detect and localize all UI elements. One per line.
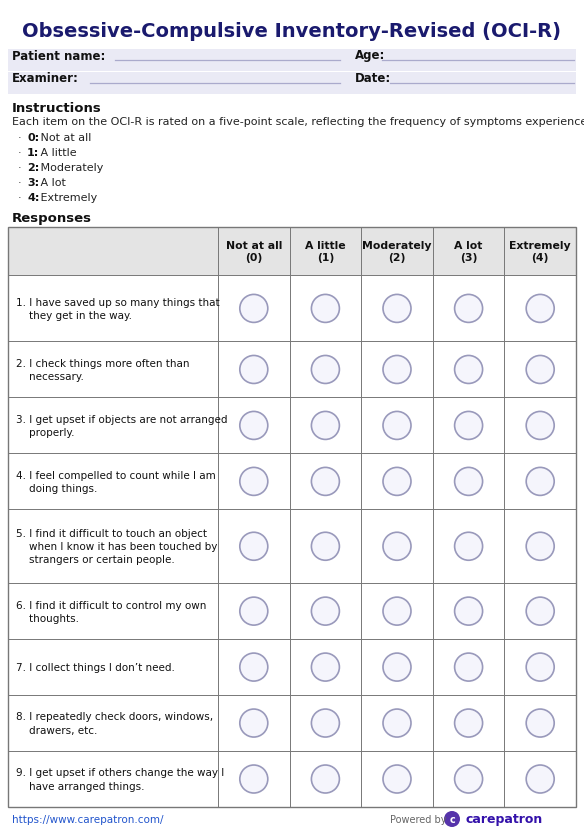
Circle shape — [454, 533, 482, 561]
Text: 7. I collect things I don’t need.: 7. I collect things I don’t need. — [16, 662, 175, 672]
Bar — [8, 227, 576, 807]
Text: ·: · — [18, 148, 25, 158]
Circle shape — [383, 765, 411, 793]
Circle shape — [526, 412, 554, 440]
Text: 5. I find it difficult to touch an object
    when I know it has been touched by: 5. I find it difficult to touch an objec… — [16, 528, 217, 565]
Text: 4:: 4: — [27, 193, 39, 203]
Text: Extremely: Extremely — [37, 193, 97, 203]
Text: Powered by: Powered by — [390, 814, 447, 824]
Circle shape — [383, 653, 411, 681]
Text: 3. I get upset if objects are not arranged
    properly.: 3. I get upset if objects are not arrang… — [16, 414, 228, 437]
Text: ·: · — [18, 178, 25, 188]
Text: Examiner:: Examiner: — [12, 73, 79, 85]
Circle shape — [383, 533, 411, 561]
Text: Moderately: Moderately — [37, 163, 103, 173]
Circle shape — [526, 356, 554, 384]
Text: 2. I check things more often than
    necessary.: 2. I check things more often than necess… — [16, 358, 189, 381]
Text: Patient name:: Patient name: — [12, 50, 105, 62]
Text: Extremely
(4): Extremely (4) — [509, 241, 571, 263]
Text: Date:: Date: — [355, 73, 391, 85]
Text: Each item on the OCI-R is rated on a five-point scale, reflecting the frequency : Each item on the OCI-R is rated on a fiv… — [12, 117, 584, 127]
Text: 8. I repeatedly check doors, windows,
    drawers, etc.: 8. I repeatedly check doors, windows, dr… — [16, 711, 213, 734]
Text: 2:: 2: — [27, 163, 39, 173]
Text: A lot
(3): A lot (3) — [454, 241, 483, 263]
Circle shape — [444, 811, 460, 827]
Circle shape — [526, 468, 554, 495]
Circle shape — [311, 765, 339, 793]
FancyBboxPatch shape — [8, 73, 576, 95]
Circle shape — [240, 765, 268, 793]
Circle shape — [383, 412, 411, 440]
Circle shape — [240, 356, 268, 384]
Text: A little
(1): A little (1) — [305, 241, 346, 263]
Text: 6. I find it difficult to control my own
    thoughts.: 6. I find it difficult to control my own… — [16, 600, 206, 623]
Text: Not at all
(0): Not at all (0) — [225, 241, 282, 263]
Circle shape — [526, 710, 554, 737]
Circle shape — [311, 295, 339, 323]
Text: 9. I get upset if others change the way I
    have arranged things.: 9. I get upset if others change the way … — [16, 767, 224, 791]
Circle shape — [240, 468, 268, 495]
Circle shape — [240, 653, 268, 681]
Circle shape — [383, 468, 411, 495]
Circle shape — [454, 710, 482, 737]
Text: ·: · — [18, 133, 25, 143]
Circle shape — [311, 597, 339, 625]
Circle shape — [311, 533, 339, 561]
Circle shape — [383, 597, 411, 625]
Circle shape — [454, 412, 482, 440]
Circle shape — [240, 533, 268, 561]
Text: A little: A little — [37, 148, 77, 158]
Circle shape — [311, 468, 339, 495]
Text: A lot: A lot — [37, 178, 65, 188]
Text: 3:: 3: — [27, 178, 39, 188]
Text: carepatron: carepatron — [465, 812, 543, 825]
Circle shape — [311, 356, 339, 384]
Text: Instructions: Instructions — [12, 102, 102, 115]
Circle shape — [526, 295, 554, 323]
Text: Not at all: Not at all — [37, 133, 91, 143]
Circle shape — [383, 710, 411, 737]
Text: https://www.carepatron.com/: https://www.carepatron.com/ — [12, 814, 164, 824]
Circle shape — [383, 356, 411, 384]
Circle shape — [526, 533, 554, 561]
Bar — [8, 227, 576, 276]
FancyBboxPatch shape — [8, 50, 576, 72]
Text: 0:: 0: — [27, 133, 39, 143]
Text: Obsessive-Compulsive Inventory-Revised (OCI-R): Obsessive-Compulsive Inventory-Revised (… — [23, 22, 561, 41]
Text: 4. I feel compelled to count while I am
    doing things.: 4. I feel compelled to count while I am … — [16, 471, 215, 494]
Circle shape — [454, 765, 482, 793]
Text: 1:: 1: — [27, 148, 39, 158]
Circle shape — [454, 295, 482, 323]
Circle shape — [526, 765, 554, 793]
Circle shape — [526, 653, 554, 681]
Text: ·: · — [18, 193, 25, 203]
Text: Age:: Age: — [355, 50, 385, 62]
Circle shape — [454, 597, 482, 625]
Circle shape — [240, 710, 268, 737]
Circle shape — [383, 295, 411, 323]
Text: ·: · — [18, 163, 25, 173]
Text: Responses: Responses — [12, 212, 92, 225]
Text: 1. I have saved up so many things that
    they get in the way.: 1. I have saved up so many things that t… — [16, 298, 220, 321]
Text: Moderately
(2): Moderately (2) — [362, 241, 432, 263]
Circle shape — [454, 653, 482, 681]
Circle shape — [454, 468, 482, 495]
Circle shape — [526, 597, 554, 625]
Circle shape — [311, 412, 339, 440]
Text: c: c — [449, 814, 455, 824]
Circle shape — [240, 412, 268, 440]
Circle shape — [454, 356, 482, 384]
Circle shape — [311, 710, 339, 737]
Circle shape — [311, 653, 339, 681]
Circle shape — [240, 597, 268, 625]
Circle shape — [240, 295, 268, 323]
